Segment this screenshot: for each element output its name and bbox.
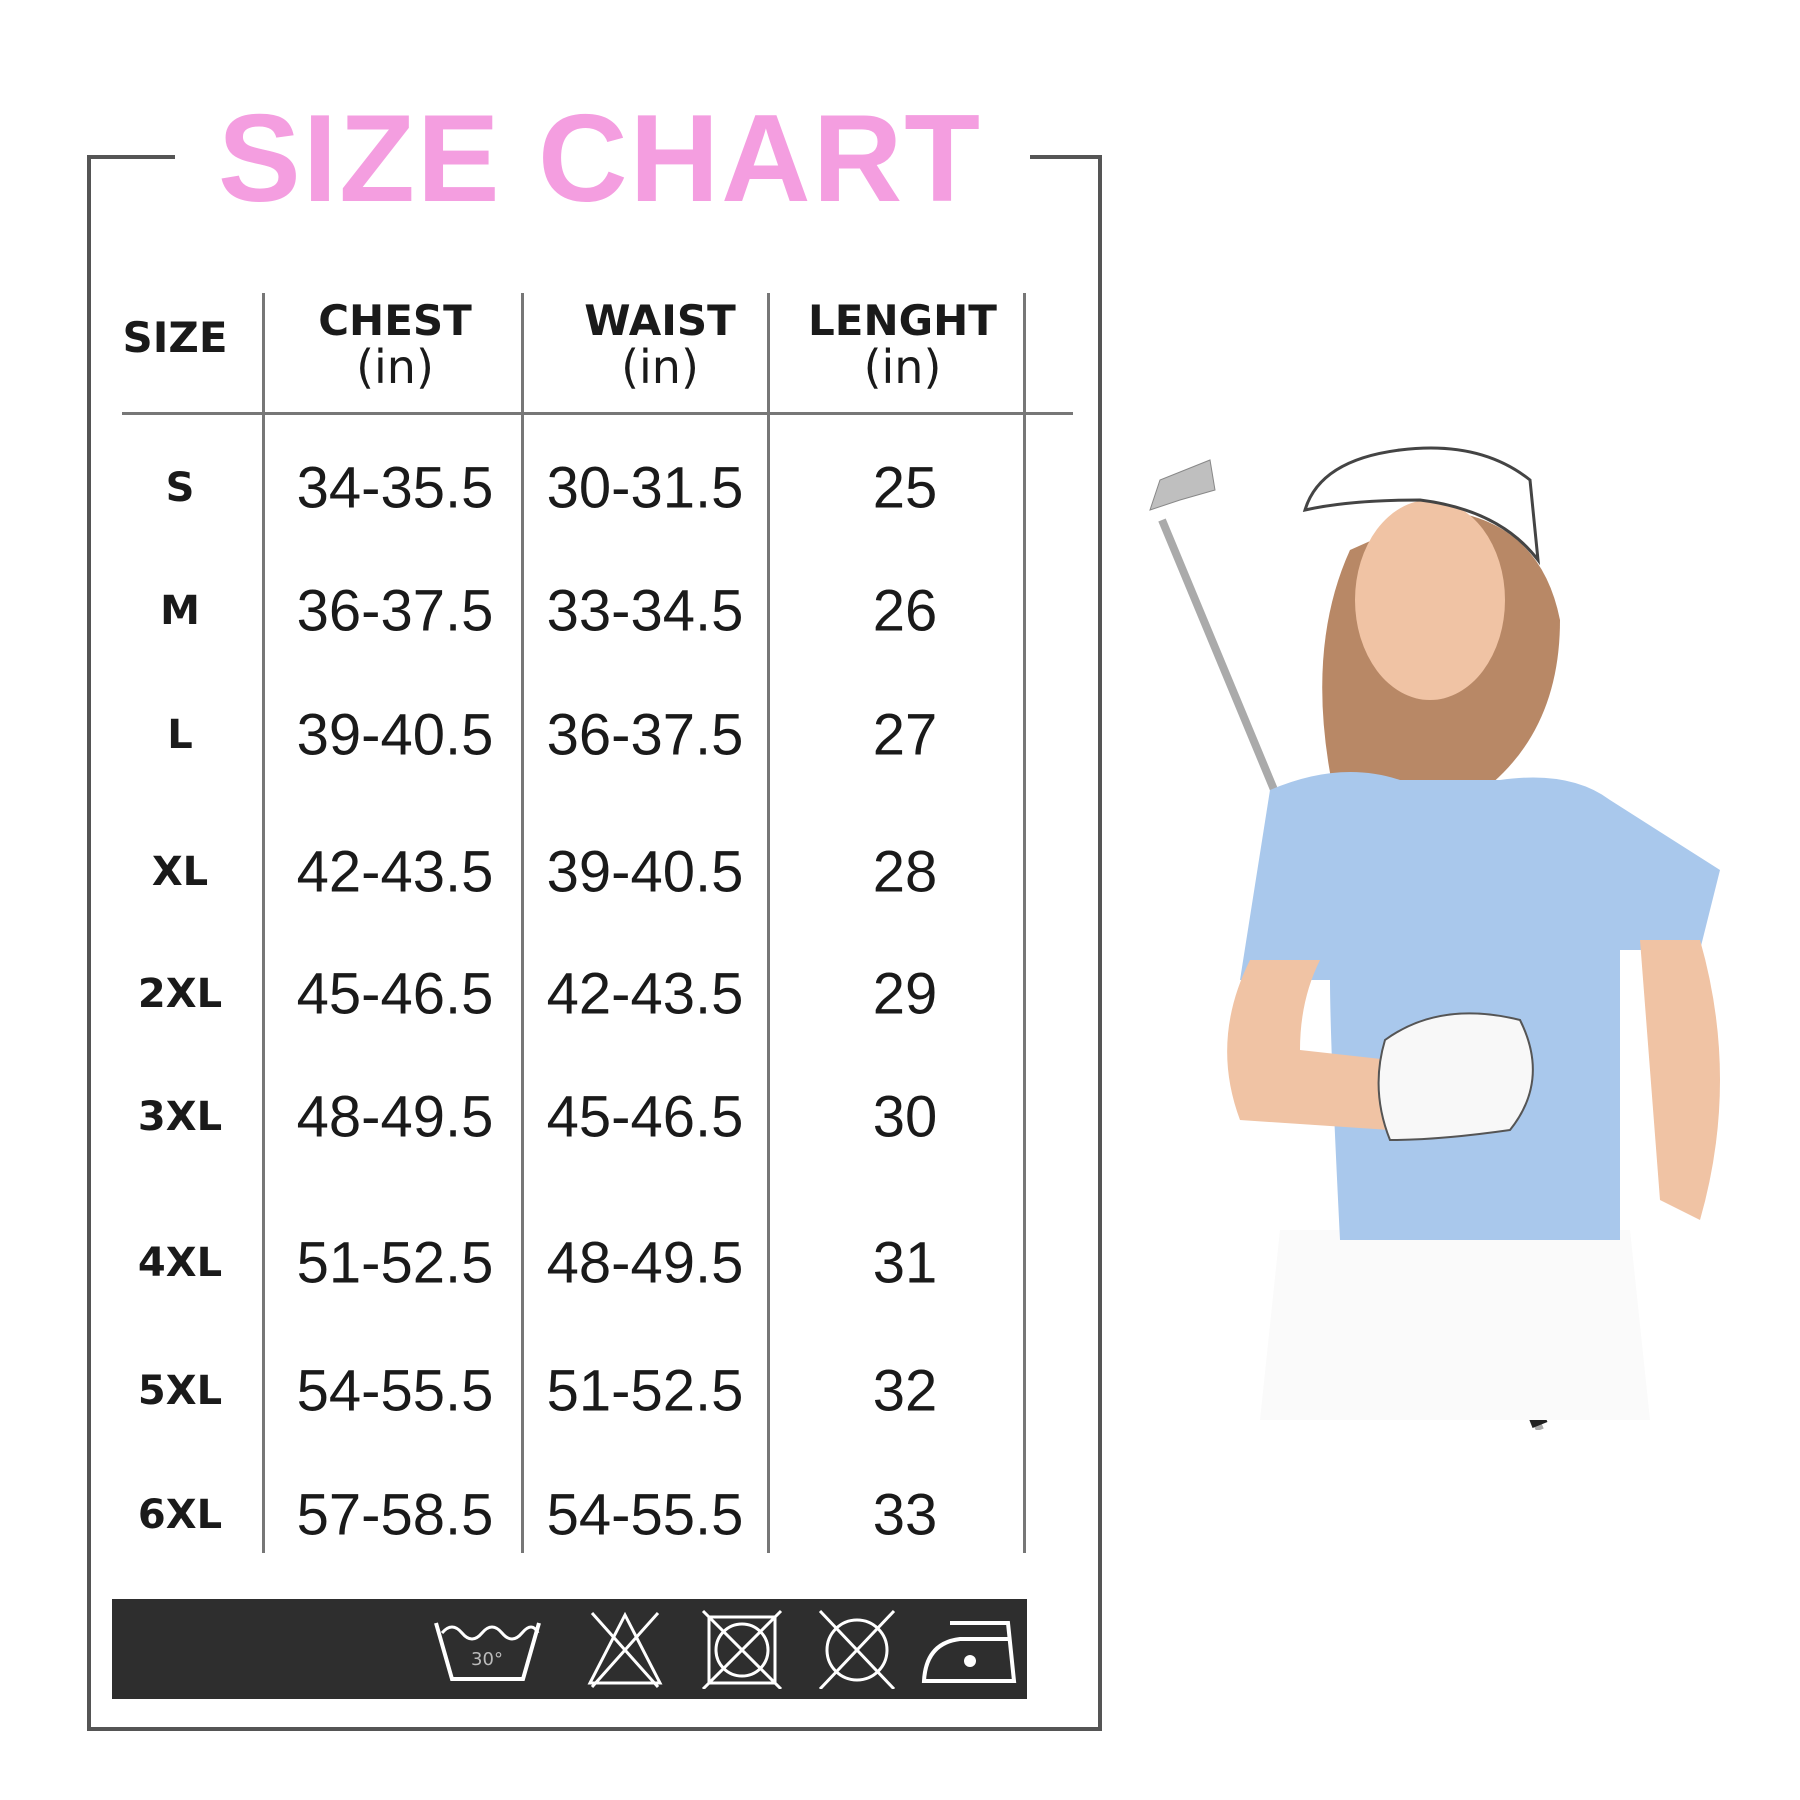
cell-length: 29 xyxy=(872,961,938,1027)
cell-chest: 39-40.5 xyxy=(296,702,494,768)
cell-waist: 33-34.5 xyxy=(546,578,744,644)
cell-waist: 45-46.5 xyxy=(546,1084,744,1150)
cell-length: 26 xyxy=(872,578,938,644)
cell-size: XL xyxy=(151,849,209,895)
face xyxy=(1355,500,1505,700)
cell-size: 2XL xyxy=(137,971,223,1017)
cell-size: 5XL xyxy=(137,1368,223,1414)
header-label: CHEST xyxy=(318,296,472,345)
cell-waist: 51-52.5 xyxy=(546,1358,744,1424)
column-divider xyxy=(767,293,770,1553)
header-label: SIZE xyxy=(122,313,228,362)
cell-chest: 42-43.5 xyxy=(296,839,494,905)
cell-size: 3XL xyxy=(137,1094,223,1140)
arm-right xyxy=(1640,940,1720,1220)
cell-length: 25 xyxy=(872,455,938,521)
header-label: WAIST xyxy=(584,296,736,345)
cell-chest: 36-37.5 xyxy=(296,578,494,644)
header-unit: (in) xyxy=(863,340,942,394)
cell-length: 33 xyxy=(872,1482,938,1548)
cell-waist: 42-43.5 xyxy=(546,961,744,1027)
column-divider xyxy=(521,293,524,1553)
wash-30-icon: 30° xyxy=(434,1622,541,1681)
header-divider xyxy=(122,412,1073,415)
arm xyxy=(1227,960,1390,1130)
header-length: LENGHT (in) xyxy=(795,296,1010,394)
column-divider xyxy=(262,293,265,1553)
frame-bottom xyxy=(87,1727,1102,1731)
header-size: SIZE xyxy=(110,315,240,361)
iron-low-icon xyxy=(921,1621,1017,1683)
header-waist: WAIST (in) xyxy=(560,296,760,394)
golfer-photo xyxy=(1149,446,1720,1430)
do-not-tumble-dry-icon xyxy=(701,1609,783,1689)
care-instructions-bar: 30° xyxy=(112,1599,1027,1699)
cell-waist: 48-49.5 xyxy=(546,1230,744,1296)
header-label: LENGHT xyxy=(808,296,997,345)
header-chest: CHEST (in) xyxy=(290,296,500,394)
frame-right xyxy=(1098,155,1102,1731)
cell-length: 27 xyxy=(872,702,938,768)
cell-waist: 39-40.5 xyxy=(546,839,744,905)
cell-size: S xyxy=(165,465,195,511)
cell-length: 30 xyxy=(872,1084,938,1150)
cell-chest: 48-49.5 xyxy=(296,1084,494,1150)
frame-left xyxy=(87,155,91,1731)
cell-size: 4XL xyxy=(137,1240,223,1286)
cell-chest: 51-52.5 xyxy=(296,1230,494,1296)
page-title: SIZE CHART xyxy=(218,90,982,228)
cell-size: L xyxy=(167,712,193,758)
cell-size: 6XL xyxy=(137,1492,223,1538)
cell-waist: 54-55.5 xyxy=(546,1482,744,1548)
cell-length: 32 xyxy=(872,1358,938,1424)
column-divider xyxy=(1023,293,1026,1553)
do-not-bleach-icon xyxy=(587,1611,663,1688)
cell-chest: 54-55.5 xyxy=(296,1358,494,1424)
glove xyxy=(1377,1012,1534,1142)
frame-top-left xyxy=(87,155,175,159)
cell-waist: 36-37.5 xyxy=(546,702,744,768)
cell-size: M xyxy=(160,588,200,634)
cell-chest: 34-35.5 xyxy=(296,455,494,521)
do-not-dry-clean-icon xyxy=(818,1609,896,1689)
cell-waist: 30-31.5 xyxy=(546,455,744,521)
cell-chest: 57-58.5 xyxy=(296,1482,494,1548)
skirt xyxy=(1260,1230,1650,1420)
cell-length: 28 xyxy=(872,839,938,905)
wash-temperature: 30° xyxy=(471,1649,503,1670)
cell-chest: 45-46.5 xyxy=(296,961,494,1027)
frame-top-right xyxy=(1030,155,1102,159)
visor xyxy=(1302,446,1541,566)
cell-length: 31 xyxy=(872,1230,938,1296)
header-unit: (in) xyxy=(621,340,699,394)
header-unit: (in) xyxy=(356,340,434,394)
